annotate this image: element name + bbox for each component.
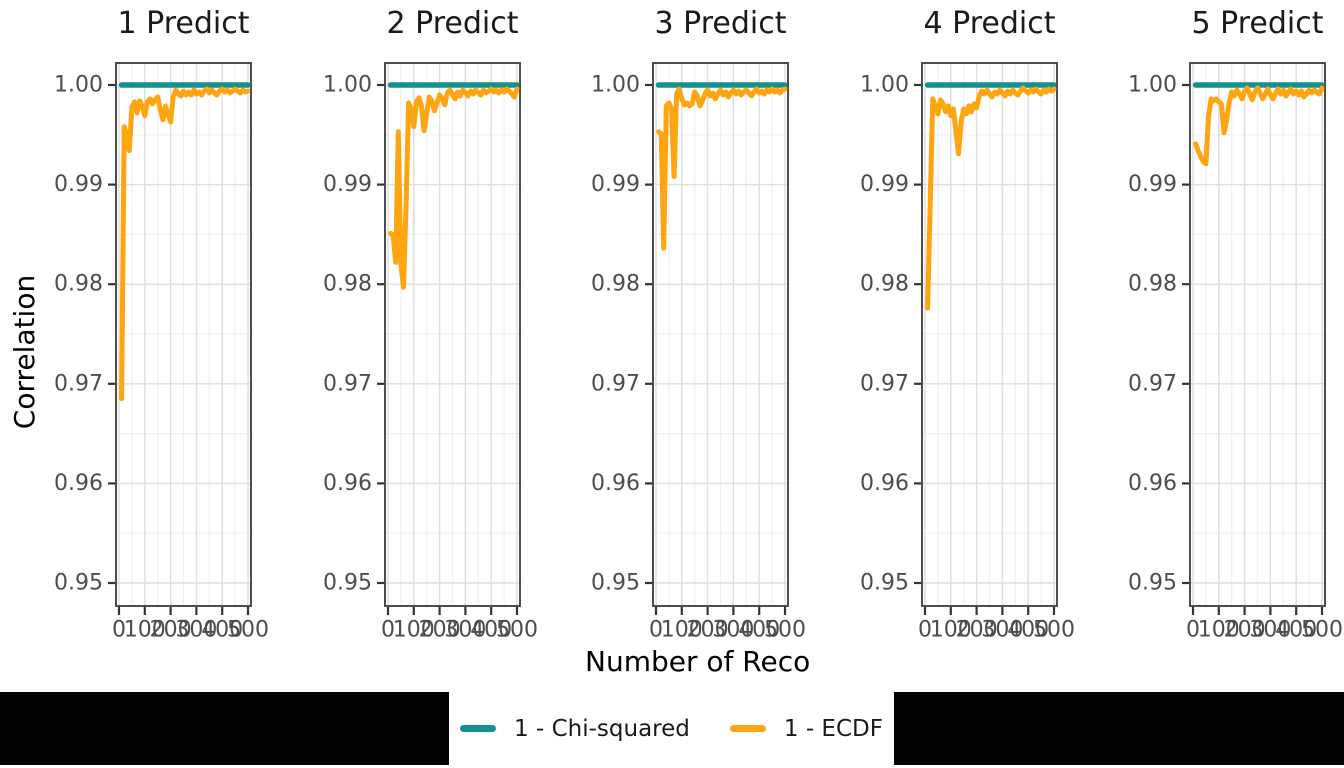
svg-text:0.97: 0.97 bbox=[591, 371, 640, 396]
svg-text:200: 200 bbox=[1224, 618, 1266, 643]
legend-label-chi-squared: 1 - Chi-squared bbox=[514, 715, 690, 742]
svg-text:0.96: 0.96 bbox=[860, 471, 909, 496]
redaction-box-left bbox=[0, 692, 449, 765]
svg-text:0.96: 0.96 bbox=[591, 471, 640, 496]
svg-text:0.99: 0.99 bbox=[54, 172, 103, 197]
x-axis-title: Number of Reco bbox=[585, 645, 811, 681]
facet-panel: 1.00 0.99 0.98 0.97 0.96 0.95 0 100 200 300 400 500 bbox=[1127, 62, 1344, 654]
svg-text:400: 400 bbox=[1275, 618, 1317, 643]
facet-panel: 1.00 0.99 0.98 0.97 0.96 0.95 0 100 200 300 400 500 bbox=[322, 62, 541, 654]
facet-title: 1 Predict bbox=[117, 6, 250, 41]
svg-text:1.00: 1.00 bbox=[591, 73, 640, 98]
legend-swatch-ecdf-line bbox=[729, 725, 766, 732]
svg-text:400: 400 bbox=[1007, 618, 1049, 643]
x-axis-title-text: Number of Reco bbox=[585, 645, 811, 678]
svg-text:0.95: 0.95 bbox=[323, 571, 372, 596]
svg-text:0.97: 0.97 bbox=[1128, 371, 1177, 396]
svg-text:0.96: 0.96 bbox=[54, 471, 103, 496]
svg-text:1.00: 1.00 bbox=[54, 73, 103, 98]
svg-text:0.98: 0.98 bbox=[860, 272, 909, 297]
facet-panel: 1.00 0.99 0.98 0.97 0.96 0.95 0 100 200 300 400 500 bbox=[859, 62, 1078, 654]
svg-text:100: 100 bbox=[124, 618, 166, 643]
svg-text:0.99: 0.99 bbox=[591, 172, 640, 197]
svg-text:300: 300 bbox=[175, 618, 217, 643]
facet-title: 5 Predict bbox=[1191, 6, 1324, 41]
legend: 1 - Chi-squared 1 - ECDF bbox=[449, 692, 894, 765]
svg-text:0.99: 0.99 bbox=[323, 172, 372, 197]
redaction-box-right bbox=[894, 692, 1344, 765]
svg-text:300: 300 bbox=[444, 618, 486, 643]
svg-text:400: 400 bbox=[738, 618, 780, 643]
svg-text:500: 500 bbox=[1033, 618, 1075, 643]
svg-text:100: 100 bbox=[393, 618, 435, 643]
svg-text:0.95: 0.95 bbox=[860, 571, 909, 596]
svg-text:100: 100 bbox=[930, 618, 972, 643]
svg-text:0.97: 0.97 bbox=[323, 371, 372, 396]
svg-text:100: 100 bbox=[1198, 618, 1240, 643]
svg-text:400: 400 bbox=[470, 618, 512, 643]
svg-text:500: 500 bbox=[1301, 618, 1343, 643]
legend-label-ecdf: 1 - ECDF bbox=[783, 715, 883, 742]
facet-title: 3 Predict bbox=[654, 6, 787, 41]
facet-panel: 1.00 0.99 0.98 0.97 0.96 0.95 0 100 200 300 400 500 bbox=[53, 62, 272, 654]
legend-swatch-chi-squared-line bbox=[460, 725, 497, 732]
svg-text:1.00: 1.00 bbox=[1128, 73, 1177, 98]
svg-text:0.97: 0.97 bbox=[54, 371, 103, 396]
y-axis-title: Correlation bbox=[8, 274, 41, 430]
svg-text:1.00: 1.00 bbox=[860, 73, 909, 98]
svg-text:200: 200 bbox=[956, 618, 998, 643]
svg-text:0: 0 bbox=[112, 618, 126, 643]
svg-text:0.95: 0.95 bbox=[591, 571, 640, 596]
svg-text:0: 0 bbox=[381, 618, 395, 643]
svg-text:0: 0 bbox=[649, 618, 663, 643]
svg-text:100: 100 bbox=[661, 618, 703, 643]
svg-text:0.98: 0.98 bbox=[323, 272, 372, 297]
svg-text:300: 300 bbox=[1249, 618, 1291, 643]
svg-text:200: 200 bbox=[687, 618, 729, 643]
svg-text:0.99: 0.99 bbox=[1128, 172, 1177, 197]
svg-text:200: 200 bbox=[150, 618, 192, 643]
svg-text:0: 0 bbox=[1186, 618, 1200, 643]
svg-text:0.96: 0.96 bbox=[1128, 471, 1177, 496]
svg-text:0.98: 0.98 bbox=[54, 272, 103, 297]
facet-title: 2 Predict bbox=[386, 6, 519, 41]
svg-text:0.99: 0.99 bbox=[860, 172, 909, 197]
facet-title: 4 Predict bbox=[923, 6, 1056, 41]
svg-text:500: 500 bbox=[227, 618, 269, 643]
svg-text:1.00: 1.00 bbox=[323, 73, 372, 98]
svg-text:200: 200 bbox=[419, 618, 461, 643]
bottom-strip: 1 - Chi-squared 1 - ECDF bbox=[0, 692, 1344, 765]
svg-text:0: 0 bbox=[918, 618, 932, 643]
facet-panel: 1.00 0.99 0.98 0.97 0.96 0.95 0 100 200 300 400 500 bbox=[590, 62, 809, 654]
svg-text:0.95: 0.95 bbox=[1128, 571, 1177, 596]
svg-text:300: 300 bbox=[712, 618, 754, 643]
svg-text:0.97: 0.97 bbox=[860, 371, 909, 396]
svg-text:400: 400 bbox=[201, 618, 243, 643]
svg-text:0.96: 0.96 bbox=[323, 471, 372, 496]
svg-text:500: 500 bbox=[764, 618, 806, 643]
svg-text:300: 300 bbox=[981, 618, 1023, 643]
svg-text:0.98: 0.98 bbox=[1128, 272, 1177, 297]
svg-text:0.98: 0.98 bbox=[591, 272, 640, 297]
svg-text:0.95: 0.95 bbox=[54, 571, 103, 596]
svg-text:500: 500 bbox=[496, 618, 538, 643]
